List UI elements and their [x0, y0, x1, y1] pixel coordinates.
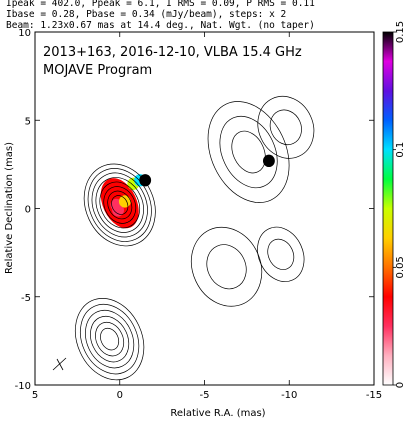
x-tick-label: 5: [32, 390, 38, 401]
contour-lower-component-2: [80, 303, 140, 375]
colorbar-ticks: 0 0.05 0.1 0.15: [393, 21, 406, 388]
contour-core-4: [95, 177, 144, 233]
contour-lower-component-5: [95, 321, 125, 357]
contour-jet-lower-far-2: [267, 238, 295, 270]
contour-core-5: [99, 181, 141, 229]
program-annotation: MOJAVE Program: [43, 63, 152, 78]
contour-jet-upper-far-1: [257, 95, 315, 159]
axis-ticks: 5 0 -5 -10 -15 10 5 0 -5 -10: [15, 28, 383, 401]
colorbar-tick-label: 0: [395, 382, 406, 388]
header-line-3: Beam: 1.23x0.67 mas at 14.4 deg., Nat. W…: [6, 20, 315, 31]
contour-lower-component-6: [100, 327, 120, 351]
contour-lines: [74, 95, 315, 381]
contour-core-3: [91, 172, 148, 238]
contour-core-6: [103, 186, 137, 224]
contour-jet-lower-far-1: [257, 226, 305, 282]
colorbar: [382, 31, 394, 386]
polarization-patch-7: [262, 154, 275, 168]
colorbar-tick-label: 0.1: [395, 142, 406, 158]
contour-jet-upper-far-2: [269, 109, 302, 146]
contour-lower-component-4: [90, 315, 130, 363]
contour-lower-component-1: [74, 298, 145, 381]
contour-core-8: [111, 195, 129, 215]
y-tick-label: -10: [15, 381, 31, 392]
colorbar-tick-label: 0.15: [395, 21, 406, 43]
contour-core-2: [87, 168, 152, 242]
contour-jet-upper-2: [219, 115, 278, 189]
x-tick-label: -5: [200, 390, 210, 401]
beam-marker: [52, 357, 67, 371]
y-tick-label: 5: [25, 116, 31, 127]
contour-jet-upper-1: [207, 101, 290, 203]
polarization-patch-3: [118, 195, 131, 208]
y-axis-label: Relative Declination (mas): [4, 142, 15, 274]
y-tick-label: 0: [25, 205, 31, 216]
contour-lower-component-3: [85, 309, 135, 369]
contour-core-1: [83, 163, 156, 247]
contour-jet-lower-2: [206, 244, 247, 290]
y-tick-label: -5: [21, 293, 31, 304]
contour-core-7: [107, 190, 133, 220]
source-annotation: 2013+163, 2016-12-10, VLBA 15.4 GHz: [43, 45, 302, 60]
y-tick-label: 10: [18, 28, 31, 39]
polarization-patch-6: [139, 174, 152, 187]
colorbar-tick-label: 0.05: [395, 256, 406, 278]
x-tick-label: 0: [117, 390, 123, 401]
header-line-1: Ipeak = 402.0, Ppeak = 6.1, I RMS = 0.09…: [6, 0, 315, 9]
plot-frame: [34, 31, 375, 386]
x-tick-label: -15: [366, 390, 382, 401]
x-tick-label: -10: [281, 390, 297, 401]
contour-jet-upper-3: [231, 130, 266, 174]
polarization-patch-2: [112, 204, 124, 217]
header-line-2: Ibase = 0.28, Pbase = 0.34 (mJy/beam), s…: [6, 9, 287, 20]
x-axis-label: Relative R.A. (mas): [170, 408, 265, 419]
